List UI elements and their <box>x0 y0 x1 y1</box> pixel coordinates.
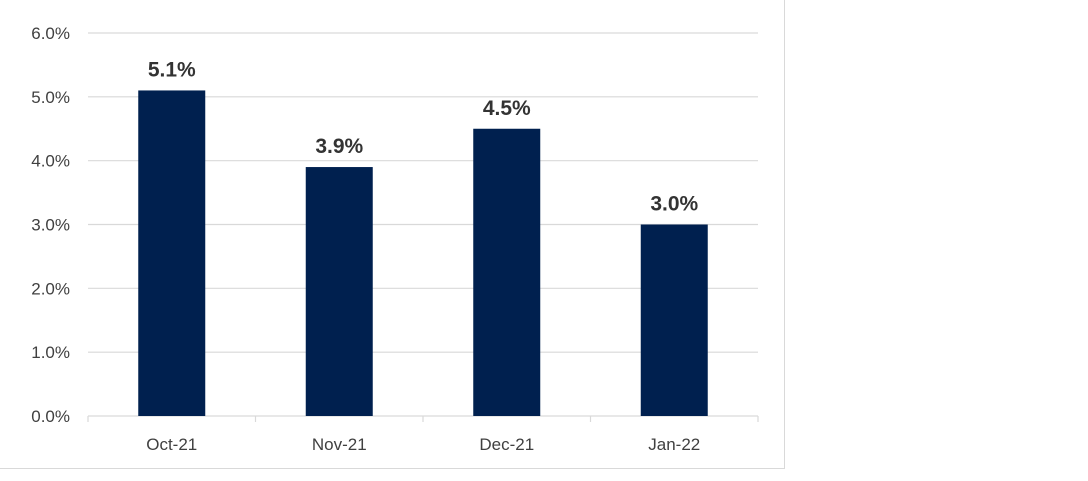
y-axis-ticks: 0.0% 1.0% 2.0% 3.0% 4.0% 5.0% 6.0% <box>31 24 70 426</box>
y-tick-label: 0.0% <box>31 407 70 426</box>
bar-jan-22 <box>640 224 708 416</box>
y-tick-label: 3.0% <box>31 216 70 235</box>
y-tick-label: 4.0% <box>31 152 70 171</box>
x-axis-ticks: Oct-21 Nov-21 Dec-21 Jan-22 <box>146 435 700 454</box>
y-tick-label: 5.0% <box>31 88 70 107</box>
x-tick-label: Jan-22 <box>648 435 700 454</box>
data-label: 4.5% <box>483 97 531 120</box>
bar-oct-21 <box>138 90 206 416</box>
bar-nov-21 <box>305 167 373 416</box>
y-tick-label: 2.0% <box>31 279 70 298</box>
data-label: 3.9% <box>315 135 363 158</box>
data-label: 3.0% <box>650 193 698 216</box>
bars <box>138 90 708 416</box>
x-tick-label: Nov-21 <box>312 435 367 454</box>
x-tick-label: Dec-21 <box>479 435 534 454</box>
bar-chart: 5.1% 3.9% 4.5% 3.0% 0.0% 1.0% 2.0% 3.0% 4.0% 5.0… <box>31 24 759 454</box>
y-tick-label: 1.0% <box>31 343 70 362</box>
data-labels: 5.1% 3.9% 4.5% 3.0% <box>148 58 699 215</box>
y-tick-label: 6.0% <box>31 24 70 43</box>
x-tick-label: Oct-21 <box>146 435 197 454</box>
data-label: 5.1% <box>148 58 196 81</box>
bar-dec-21 <box>473 128 541 416</box>
